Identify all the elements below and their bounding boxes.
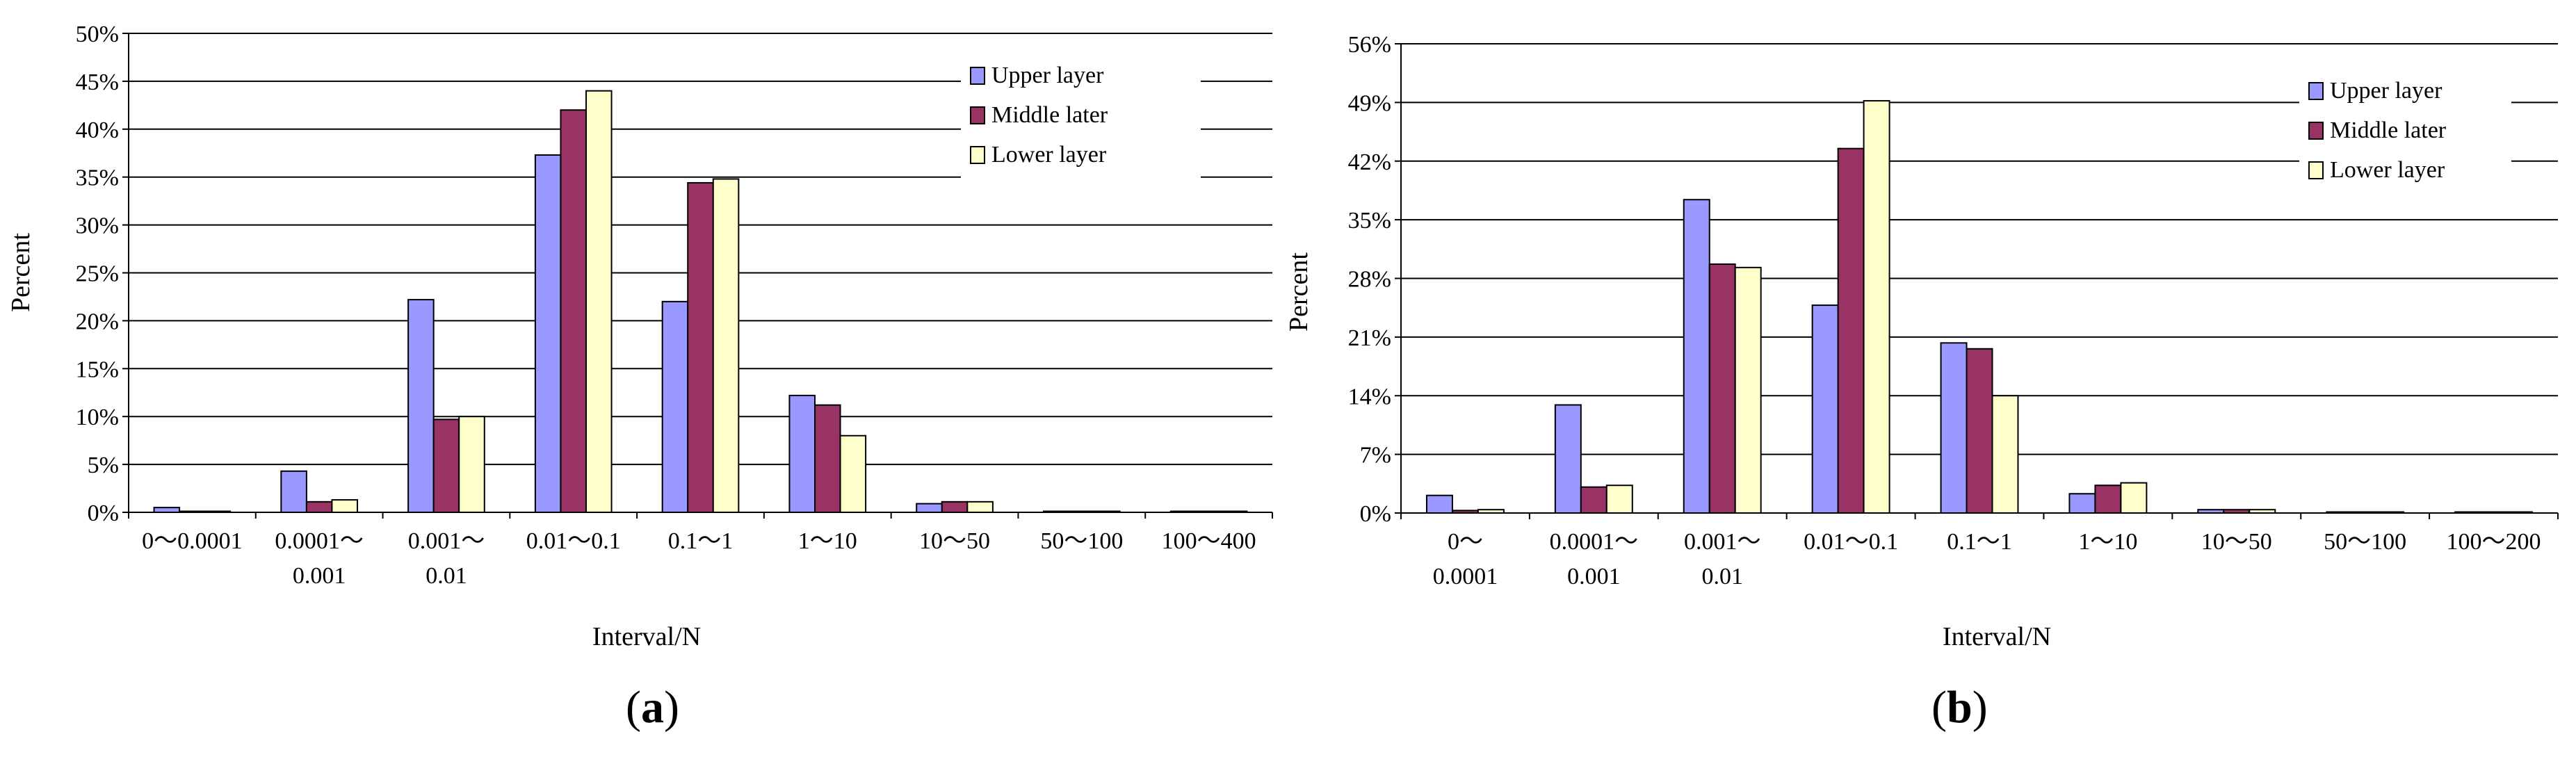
y-tick-label: 28% bbox=[1348, 267, 1391, 293]
bar-lower-layer bbox=[966, 500, 994, 513]
bar-middle-later bbox=[560, 109, 588, 514]
legend-swatch bbox=[970, 106, 985, 124]
bar-upper-layer bbox=[916, 503, 943, 514]
x-tick-label: 0.0001～ 0.001 bbox=[275, 528, 364, 589]
x-tick-label: 0～0.0001 bbox=[1433, 529, 1498, 589]
legend-box bbox=[961, 52, 1201, 191]
bar-middle-later bbox=[1580, 486, 1607, 514]
bar-upper-layer bbox=[534, 154, 562, 514]
x-tick-label: 0.001～ 0.01 bbox=[408, 528, 485, 589]
bar-upper-layer bbox=[661, 300, 689, 513]
bar-middle-later bbox=[305, 500, 333, 513]
bar-upper-layer bbox=[1425, 494, 1453, 514]
y-tick-label: 49% bbox=[1348, 90, 1391, 116]
y-tick-label: 14% bbox=[1348, 384, 1391, 409]
bar-middle-later bbox=[2094, 485, 2122, 514]
caption-b: (b) bbox=[1931, 682, 1988, 733]
legend-swatch bbox=[2308, 161, 2324, 179]
bar-upper-layer bbox=[153, 507, 181, 513]
bar-upper-layer bbox=[407, 299, 435, 513]
bar-upper-layer bbox=[1683, 199, 1710, 514]
y-tick-label: 35% bbox=[76, 165, 119, 191]
bar-middle-later bbox=[814, 404, 841, 513]
legend-swatch bbox=[2308, 122, 2324, 140]
x-tick-label: 50～100 bbox=[2324, 529, 2406, 555]
bar-upper-layer bbox=[280, 470, 307, 513]
legend: Upper layer Middle later Lower layer bbox=[961, 52, 1201, 191]
y-tick-label: 21% bbox=[1348, 325, 1391, 351]
legend-label: Middle later bbox=[2330, 117, 2447, 143]
y-tick-label: 30% bbox=[76, 213, 119, 239]
bar-lower-layer bbox=[331, 499, 359, 513]
x-tick-label: 10～50 bbox=[919, 528, 990, 554]
x-tick-label: 0.1～1 bbox=[1947, 529, 2012, 555]
x-tick-label: 0.1～1 bbox=[668, 528, 734, 554]
y-tick-label: 45% bbox=[76, 70, 119, 95]
y-tick-label: 10% bbox=[76, 405, 119, 430]
legend-label: Lower layer bbox=[2330, 157, 2445, 183]
bar-lower-layer bbox=[2120, 482, 2148, 514]
bar-lower-layer bbox=[1605, 485, 1633, 514]
legend-box bbox=[2299, 67, 2511, 206]
y-tick-label: 5% bbox=[88, 453, 119, 478]
bar-upper-layer bbox=[788, 394, 816, 513]
legend-label: Upper layer bbox=[991, 63, 1104, 88]
y-tick-label: 7% bbox=[1360, 443, 1391, 469]
x-tick-label: 10～50 bbox=[2201, 529, 2272, 555]
x-axis-title: Interval/N bbox=[1943, 622, 2051, 651]
y-tick-label: 50% bbox=[76, 22, 119, 47]
bar-lower-layer bbox=[712, 178, 740, 513]
bar-lower-layer bbox=[1991, 395, 2019, 514]
bar-lower-layer bbox=[839, 434, 867, 514]
x-tick-label: 0.0001～ 0.001 bbox=[1550, 529, 1639, 589]
legend-swatch bbox=[970, 146, 985, 164]
x-tick-label: 50～100 bbox=[1040, 528, 1123, 554]
bar-lower-layer bbox=[1863, 99, 1890, 514]
bar-upper-layer bbox=[2068, 493, 2096, 514]
y-tick-label: 25% bbox=[76, 261, 119, 287]
bar-middle-later bbox=[1708, 263, 1736, 514]
x-tick-label: 0.01～0.1 bbox=[1804, 529, 1898, 555]
x-tick-label: 100～200 bbox=[2447, 529, 2541, 555]
x-tick-label: 1～10 bbox=[798, 528, 857, 554]
caption-a: (a) bbox=[626, 682, 679, 733]
y-tick-label: 0% bbox=[88, 500, 119, 526]
legend-swatch bbox=[2308, 82, 2324, 100]
chart-panel-b: 0% 7% 14% 21% 28% 35% 42% 49% 56% 0～ 0.0001 0.0001～… bbox=[1288, 0, 2576, 757]
y-axis-title: Percent bbox=[6, 233, 35, 312]
y-tick-label: 15% bbox=[76, 357, 119, 382]
x-axis-title: Interval/N bbox=[592, 622, 701, 651]
y-tick-label: 20% bbox=[76, 309, 119, 334]
x-tick-label: 1～10 bbox=[2078, 529, 2137, 555]
chart-b-svg: 0% 7% 14% 21% 28% 35% 42% 49% 56% 0～ 0.0001 0.0001～… bbox=[1288, 32, 2559, 651]
x-tick-label: 0～0.0001 bbox=[142, 528, 243, 554]
y-tick-label: 35% bbox=[1348, 208, 1391, 234]
bar-middle-later bbox=[1837, 147, 1865, 514]
bar-upper-layer bbox=[1554, 404, 1582, 514]
bar-upper-layer bbox=[1811, 304, 1839, 514]
bar-lower-layer bbox=[585, 90, 613, 513]
y-axis-title: Percent bbox=[1288, 252, 1313, 332]
bar-middle-later bbox=[1966, 348, 1993, 514]
y-tick-label: 56% bbox=[1348, 32, 1391, 58]
y-tick-label: 42% bbox=[1348, 149, 1391, 175]
bar-middle-later bbox=[432, 418, 460, 513]
chart-a-svg: 0% 5% 10% 15% 20% 25% 30% 35% 40% 45% 50% 0～0.0001 0… bbox=[6, 22, 1273, 651]
legend-swatch bbox=[970, 67, 985, 85]
bar-upper-layer bbox=[1940, 342, 1968, 514]
bar-lower-layer bbox=[1734, 266, 1762, 514]
x-tick-label: 100～400 bbox=[1162, 528, 1256, 554]
bar-middle-later bbox=[941, 500, 969, 513]
bar-lower-layer bbox=[458, 416, 485, 514]
legend-label: Lower layer bbox=[991, 142, 1107, 168]
legend-label: Middle later bbox=[991, 102, 1108, 128]
bar-middle-later bbox=[687, 181, 714, 513]
y-tick-label: 0% bbox=[1360, 501, 1391, 527]
legend-label: Upper layer bbox=[2330, 78, 2443, 104]
chart-panel-a: 0% 5% 10% 15% 20% 25% 30% 35% 40% 45% 50% 0～0.0001 0… bbox=[6, 22, 1273, 733]
y-tick-label: 40% bbox=[76, 117, 119, 143]
x-tick-label: 0.01～0.1 bbox=[526, 528, 621, 554]
x-tick-label: 0.001～ 0.01 bbox=[1684, 529, 1761, 589]
legend: Upper layer Middle later Lower layer bbox=[2299, 67, 2511, 206]
